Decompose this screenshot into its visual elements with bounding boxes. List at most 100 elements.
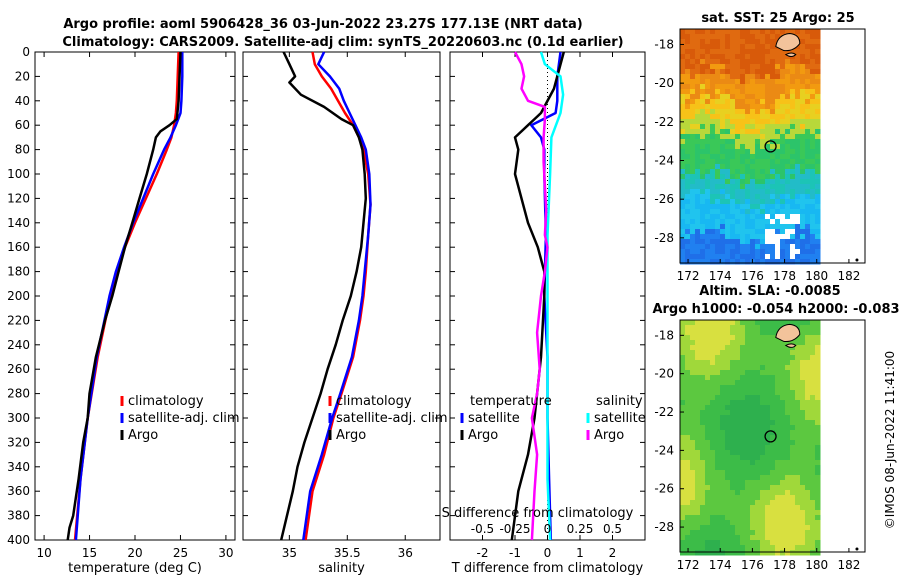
map-pixel	[770, 400, 776, 406]
map-pixel	[740, 119, 746, 125]
map-pixel	[795, 460, 801, 466]
y-tick-label: 60	[15, 118, 30, 132]
map-pixel	[685, 114, 691, 120]
map-pixel	[800, 139, 806, 145]
map-pixel	[810, 214, 816, 220]
map-pixel	[695, 385, 701, 391]
map-pixel	[695, 104, 701, 110]
map-pixel	[745, 204, 751, 210]
map-pixel	[770, 490, 776, 496]
map-pixel	[710, 365, 716, 371]
map-pixel	[690, 114, 696, 120]
map-pixel	[770, 340, 776, 346]
map-pixel	[735, 59, 741, 65]
map-pixel	[795, 74, 801, 80]
map-pixel	[695, 49, 701, 55]
map-pixel	[735, 455, 741, 461]
map-pixel	[800, 124, 806, 130]
map-pixel	[735, 74, 741, 80]
map-pixel	[715, 475, 721, 481]
map-pixel	[710, 345, 716, 351]
map-pixel	[780, 475, 786, 481]
map-pixel	[725, 350, 731, 356]
map-pixel	[740, 425, 746, 431]
map-pixel	[695, 224, 701, 230]
map-pixel	[740, 219, 746, 225]
map-pixel	[745, 540, 751, 546]
map-pixel	[740, 340, 746, 346]
map-pixel	[745, 139, 751, 145]
map-pixel	[790, 490, 796, 496]
map-pixel	[750, 530, 756, 536]
map-pixel	[680, 184, 686, 190]
map-pixel	[790, 164, 796, 170]
map-pixel	[790, 415, 796, 421]
map-pixel	[770, 249, 776, 255]
map-pixel	[735, 144, 741, 150]
map-pixel	[795, 415, 801, 421]
map-pixel	[760, 380, 766, 386]
map-pixel	[795, 224, 801, 230]
map-pixel	[755, 480, 761, 486]
map-pixel	[690, 184, 696, 190]
map-pixel	[740, 114, 746, 120]
map-pixel	[750, 249, 756, 255]
map-pixel	[790, 184, 796, 190]
map-pixel	[800, 385, 806, 391]
map-pixel	[730, 335, 736, 341]
map-pixel	[800, 154, 806, 160]
map-pixel	[775, 174, 781, 180]
map-pixel	[680, 74, 686, 80]
map-pixel	[755, 69, 761, 75]
map-pixel	[765, 475, 771, 481]
map-pixel	[805, 410, 811, 416]
map-pixel	[795, 550, 801, 556]
map-pixel	[710, 254, 716, 260]
map-pixel	[745, 545, 751, 551]
map-pixel	[780, 84, 786, 90]
map-pixel	[760, 335, 766, 341]
map-pixel	[740, 29, 746, 35]
map-pixel	[715, 244, 721, 250]
map-pixel	[710, 330, 716, 336]
map-pixel	[735, 224, 741, 230]
map-pixel	[740, 380, 746, 386]
map-pixel	[705, 360, 711, 366]
map-pixel	[745, 79, 751, 85]
map-pixel	[805, 64, 811, 70]
map-pixel	[700, 124, 706, 130]
map-pixel	[795, 159, 801, 165]
map-pixel	[740, 229, 746, 235]
map-pixel	[755, 144, 761, 150]
map-pixel	[815, 109, 821, 115]
map-pixel	[695, 365, 701, 371]
map-pixel	[775, 490, 781, 496]
map-pixel	[725, 345, 731, 351]
map-pixel	[770, 234, 776, 240]
map-pixel	[815, 224, 821, 230]
map-pixel	[770, 545, 776, 551]
map-pixel	[760, 74, 766, 80]
map-pixel	[790, 259, 796, 265]
map-pixel	[725, 169, 731, 175]
map-pixel	[785, 340, 791, 346]
map-pixel	[680, 254, 686, 260]
map-pixel	[765, 550, 771, 556]
map-pixel	[715, 219, 721, 225]
map-pixel	[695, 74, 701, 80]
map-pixel	[700, 390, 706, 396]
map-pixel	[715, 410, 721, 416]
map-pixel	[810, 510, 816, 516]
map-pixel	[730, 395, 736, 401]
map-pixel	[800, 440, 806, 446]
map-pixel	[745, 340, 751, 346]
map-pixel	[690, 515, 696, 521]
map-pixel	[805, 239, 811, 245]
map-pixel	[755, 44, 761, 50]
map-pixel	[720, 204, 726, 210]
map-pixel	[815, 500, 821, 506]
map-pixel	[755, 405, 761, 411]
map-pixel	[765, 164, 771, 170]
map-pixel	[755, 475, 761, 481]
map-pixel	[745, 244, 751, 250]
